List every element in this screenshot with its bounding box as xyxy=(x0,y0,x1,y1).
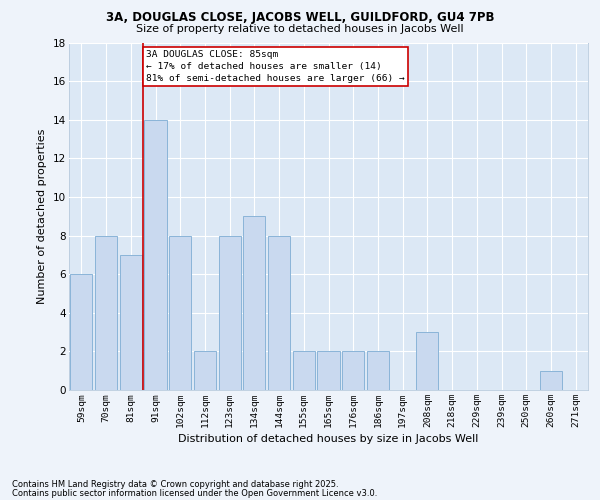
Bar xyxy=(70,274,92,390)
Text: 3A, DOUGLAS CLOSE, JACOBS WELL, GUILDFORD, GU4 7PB: 3A, DOUGLAS CLOSE, JACOBS WELL, GUILDFOR… xyxy=(106,11,494,24)
Bar xyxy=(367,352,389,390)
Bar xyxy=(218,236,241,390)
X-axis label: Distribution of detached houses by size in Jacobs Well: Distribution of detached houses by size … xyxy=(178,434,479,444)
Bar xyxy=(95,236,117,390)
Bar xyxy=(342,352,364,390)
Bar xyxy=(317,352,340,390)
Bar xyxy=(194,352,216,390)
Text: Contains public sector information licensed under the Open Government Licence v3: Contains public sector information licen… xyxy=(12,488,377,498)
Bar xyxy=(169,236,191,390)
Text: 3A DOUGLAS CLOSE: 85sqm
← 17% of detached houses are smaller (14)
81% of semi-de: 3A DOUGLAS CLOSE: 85sqm ← 17% of detache… xyxy=(146,50,405,83)
Bar xyxy=(243,216,265,390)
Bar xyxy=(145,120,167,390)
Bar xyxy=(416,332,439,390)
Bar xyxy=(293,352,315,390)
Text: Size of property relative to detached houses in Jacobs Well: Size of property relative to detached ho… xyxy=(136,24,464,34)
Bar xyxy=(540,370,562,390)
Text: Contains HM Land Registry data © Crown copyright and database right 2025.: Contains HM Land Registry data © Crown c… xyxy=(12,480,338,489)
Bar xyxy=(268,236,290,390)
Bar xyxy=(119,255,142,390)
Y-axis label: Number of detached properties: Number of detached properties xyxy=(37,128,47,304)
